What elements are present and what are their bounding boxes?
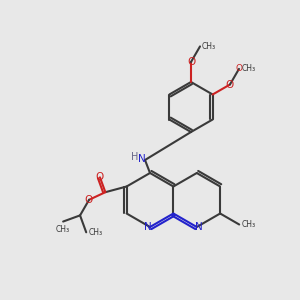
Text: CH₃: CH₃ xyxy=(56,224,70,233)
Text: CH₃: CH₃ xyxy=(202,42,216,51)
Text: O: O xyxy=(96,172,104,182)
Text: CH₃: CH₃ xyxy=(88,228,102,237)
Text: O: O xyxy=(236,64,242,74)
Text: N: N xyxy=(144,222,152,232)
Text: N: N xyxy=(138,154,146,164)
Text: CH₃: CH₃ xyxy=(242,64,256,74)
Text: N: N xyxy=(195,222,202,232)
Text: H: H xyxy=(131,152,139,162)
Text: O: O xyxy=(84,195,92,205)
Text: CH₃: CH₃ xyxy=(241,220,255,229)
Text: O: O xyxy=(226,80,234,89)
Text: O: O xyxy=(187,57,195,67)
